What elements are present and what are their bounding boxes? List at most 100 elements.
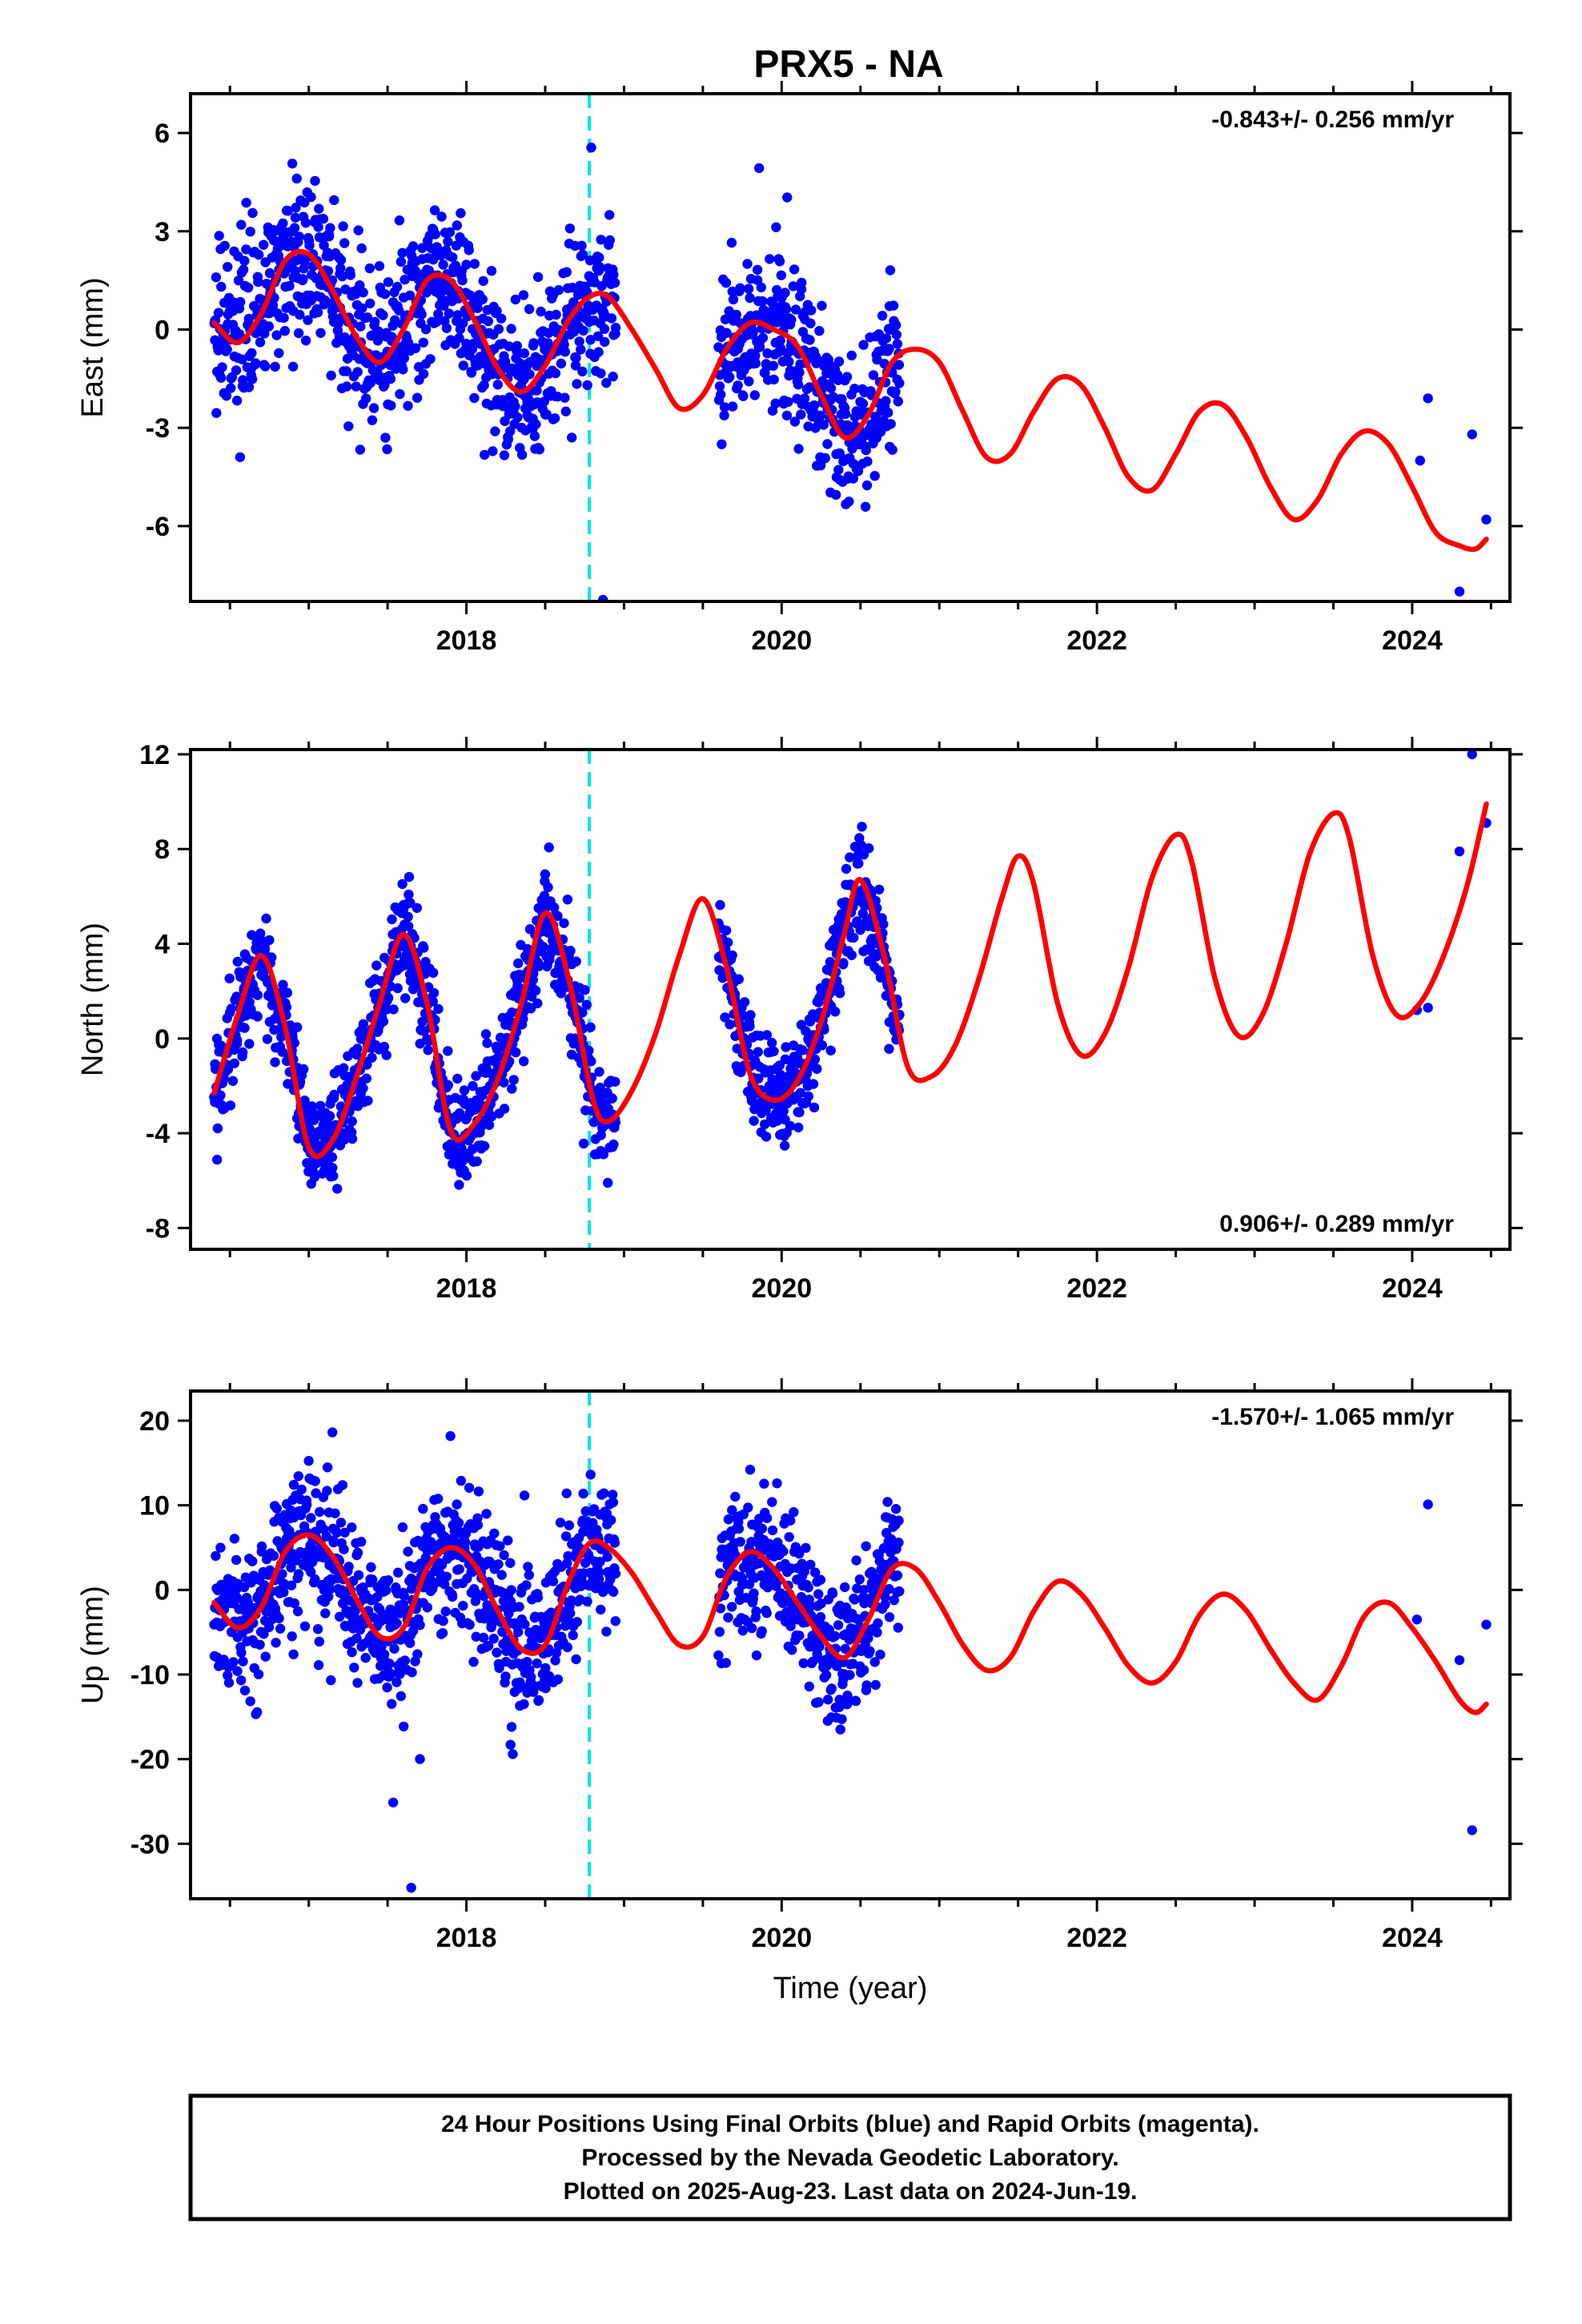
east-observation-point	[352, 367, 363, 377]
north-ylabel: North (mm)	[76, 923, 110, 1076]
east-observation-point	[339, 238, 350, 248]
north-observation-point	[262, 1034, 273, 1044]
up-observation-point	[522, 1656, 532, 1667]
up-observation-point	[275, 1623, 286, 1634]
east-observation-point	[756, 282, 766, 293]
up-observation-point	[293, 1471, 303, 1482]
up-ytick-label: 10	[139, 1491, 170, 1522]
east-observation-point	[884, 344, 894, 354]
up-observation-point	[441, 1571, 452, 1582]
up-observation-point	[458, 1600, 468, 1611]
up-observation-point	[456, 1475, 467, 1486]
up-observation-point	[821, 1670, 832, 1680]
north-observation-point	[456, 1143, 467, 1153]
east-observation-point	[341, 381, 352, 392]
east-observation-point	[869, 471, 880, 481]
east-observation-point	[465, 290, 476, 301]
east-observation-point	[338, 221, 348, 231]
east-observation-point	[518, 290, 529, 300]
north-observation-point	[419, 943, 429, 953]
up-observation-point	[391, 1677, 402, 1687]
east-observation-point	[235, 452, 246, 463]
up-observation-point	[585, 1470, 596, 1480]
east-observation-point	[567, 432, 577, 443]
up-observation-point	[239, 1685, 251, 1696]
east-ytick-label: 0	[155, 316, 170, 346]
up-observation-point	[815, 1612, 826, 1622]
east-observation-point	[592, 331, 604, 341]
east-observation-point	[313, 222, 323, 232]
east-observation-point	[572, 379, 582, 389]
north-frame	[189, 748, 1512, 1251]
up-observation-point	[472, 1520, 484, 1530]
up-observation-point	[494, 1663, 504, 1674]
up-observation-point	[303, 1456, 314, 1466]
east-observation-point	[510, 294, 521, 305]
east-observation-point	[786, 315, 797, 325]
east-observation-point	[775, 335, 785, 346]
north-observation-point	[534, 961, 544, 971]
north-observation-point	[383, 992, 394, 1003]
up-observation-point	[219, 1655, 229, 1665]
east-observation-point	[796, 409, 806, 420]
east-observation-point	[848, 473, 859, 484]
up-observation-point	[610, 1568, 621, 1579]
up-ytick-label: -10	[130, 1660, 170, 1691]
east-observation-point	[313, 307, 323, 318]
east-observation-point	[343, 421, 354, 432]
up-observation-point	[595, 1557, 605, 1567]
east-observation-point	[1467, 429, 1477, 440]
east-observation-point	[577, 366, 588, 377]
north-observation-point	[443, 1046, 453, 1056]
east-observation-point	[300, 218, 311, 228]
east-observation-point	[728, 401, 738, 412]
east-observation-point	[260, 361, 271, 372]
up-observation-point	[313, 1660, 324, 1671]
up-observation-point	[486, 1619, 497, 1630]
north-observation-point	[884, 1043, 894, 1054]
up-observation-point	[277, 1569, 287, 1579]
up-observation-point	[578, 1488, 588, 1499]
east-observation-point	[318, 214, 329, 224]
up-observation-point	[439, 1579, 450, 1590]
north-observation-point	[379, 1041, 390, 1052]
up-observation-point	[814, 1642, 825, 1652]
east-observation-point	[396, 256, 407, 267]
east-observation-point	[219, 240, 230, 251]
north-observation-point	[721, 925, 732, 936]
north-observation-point	[559, 918, 569, 929]
north-xtick-label: 2024	[1382, 1273, 1443, 1304]
east-observation-point	[264, 267, 275, 279]
up-observation-point	[599, 1488, 609, 1498]
north-observation-point	[769, 1046, 779, 1057]
up-observation-point	[751, 1650, 762, 1661]
east-observation-point	[716, 389, 726, 400]
up-observation-point	[415, 1620, 425, 1630]
up-observation-point	[347, 1647, 357, 1658]
up-observation-point	[521, 1580, 532, 1590]
east-observation-point	[271, 330, 282, 340]
east-observation-point	[790, 304, 801, 315]
up-observation-point	[393, 1567, 404, 1578]
east-observation-point	[362, 312, 373, 323]
east-observation-point	[561, 267, 572, 277]
north-observation-point	[388, 1004, 399, 1015]
east-observation-point	[890, 386, 901, 397]
east-observation-point	[781, 410, 793, 421]
up-observation-point	[420, 1552, 432, 1563]
up-observation-point	[331, 1527, 342, 1538]
east-observation-point	[293, 328, 304, 339]
up-observation-point	[499, 1550, 509, 1561]
east-observation-point	[506, 324, 516, 334]
north-observation-point	[809, 1102, 820, 1113]
up-observation-point	[568, 1630, 578, 1641]
north-observation-point	[371, 960, 382, 971]
east-observation-point	[469, 392, 480, 404]
east-observation-point	[213, 308, 224, 318]
east-observation-point	[355, 321, 366, 332]
east-observation-point	[499, 450, 510, 460]
up-observation-point	[312, 1624, 323, 1634]
east-observation-point	[1454, 586, 1465, 597]
north-observation-point	[358, 1019, 369, 1030]
east-observation-point	[833, 464, 844, 475]
